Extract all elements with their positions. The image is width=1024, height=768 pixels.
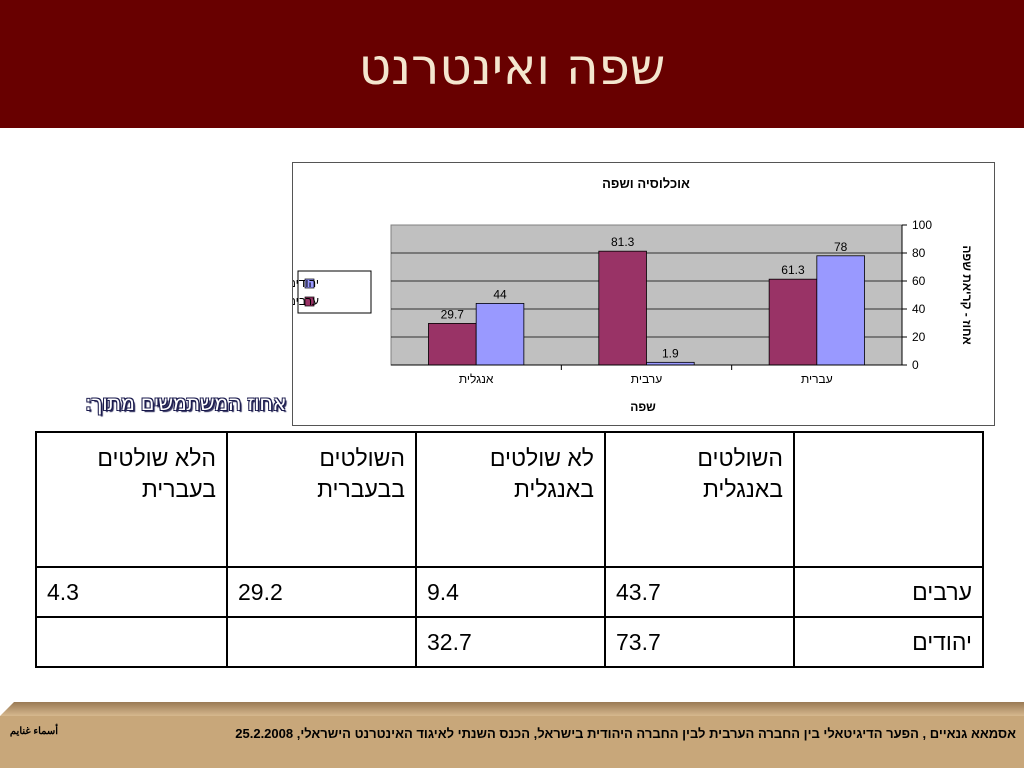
x-tick-label: עברית [801, 372, 833, 386]
table-row-label: ערבים [793, 566, 984, 618]
table-cell: 43.7 [604, 566, 795, 618]
table-cell [226, 616, 417, 668]
table-cell: 29.2 [226, 566, 417, 618]
table-cell: 73.7 [604, 616, 795, 668]
bar [768, 278, 818, 366]
x-tick-label: ערבית [631, 372, 662, 386]
table-cell [35, 616, 228, 668]
footer-citation: אסמאא גנאיים , הפער הדיגיטאלי בין החברה … [235, 726, 1016, 741]
data-label: 61.3 [781, 263, 805, 277]
data-label: 29.7 [441, 307, 465, 321]
users-percent-label: אחוז המשתמשים מתוך: [84, 391, 287, 415]
y-tick-label: 0 [912, 358, 919, 372]
bar [475, 302, 525, 366]
legend-swatch-jews [304, 278, 315, 289]
table-cell: 4.3 [35, 566, 228, 618]
bar [598, 250, 647, 366]
y-tick-label: 60 [912, 274, 926, 288]
table-header-cell: השולטים באנגלית [604, 431, 795, 568]
x-tick-label: אנגלית [459, 372, 494, 386]
table-header-cell: השולטים בבעברית [226, 431, 417, 568]
y-tick-label: 20 [912, 330, 926, 344]
legend-swatch-arabs [304, 296, 315, 307]
table-cell: 9.4 [415, 566, 606, 618]
legend-label-jews: יהודים [293, 276, 319, 290]
table-row: ערבים 43.7 9.4 29.2 4.3 [35, 566, 984, 618]
footer-band [0, 702, 1024, 768]
data-label: 78 [834, 240, 848, 254]
slide-header [0, 0, 1024, 128]
table-header-row: השולטים באנגלית לא שולטים באנגלית השולטי… [35, 431, 984, 568]
bars: 29.7 44 81.3 1.9 61.3 78 [428, 235, 865, 366]
table-header-cell: לא שולטים באנגלית [415, 431, 606, 568]
bar [816, 255, 865, 366]
slide-title: שפה ואינטרנט [358, 38, 666, 96]
table-header-cell [793, 431, 984, 568]
y-tick-label: 40 [912, 302, 926, 316]
data-label: 1.9 [662, 346, 679, 360]
y-axis-label: אחוז - קריאת שפה [960, 245, 974, 344]
x-axis-ticks: אנגלית ערבית עברית [391, 364, 902, 386]
footer-author-arabic: أسماء غنايم [9, 726, 59, 737]
legend-label-arabs: ערבים [293, 294, 319, 308]
bar [428, 323, 477, 366]
chart-legend: יהודים ערבים [293, 270, 372, 314]
table-row: יהודים 73.7 32.7 [35, 616, 984, 668]
chart-frame: אוכלוסיה ושפה 29.7 44 81.3 1.9 61.3 78 0 20 40 6… [292, 162, 995, 426]
y-axis-ticks: 0 20 40 60 80 100 [901, 218, 932, 372]
data-table: השולטים באנגלית לא שולטים באנגלית השולטי… [35, 431, 984, 668]
table-cell: 32.7 [415, 616, 606, 668]
bar-chart: אוכלוסיה ושפה 29.7 44 81.3 1.9 61.3 78 0 20 40 6… [293, 176, 974, 414]
chart-title: אוכלוסיה ושפה [602, 176, 690, 191]
data-label: 81.3 [611, 235, 635, 249]
table-header-cell: הלא שולטים בעברית [35, 431, 228, 568]
x-axis-label: שפה [630, 400, 656, 414]
table-row-label: יהודים [793, 616, 984, 668]
y-tick-label: 100 [912, 218, 932, 232]
data-label: 44 [493, 287, 507, 301]
y-tick-label: 80 [912, 246, 926, 260]
